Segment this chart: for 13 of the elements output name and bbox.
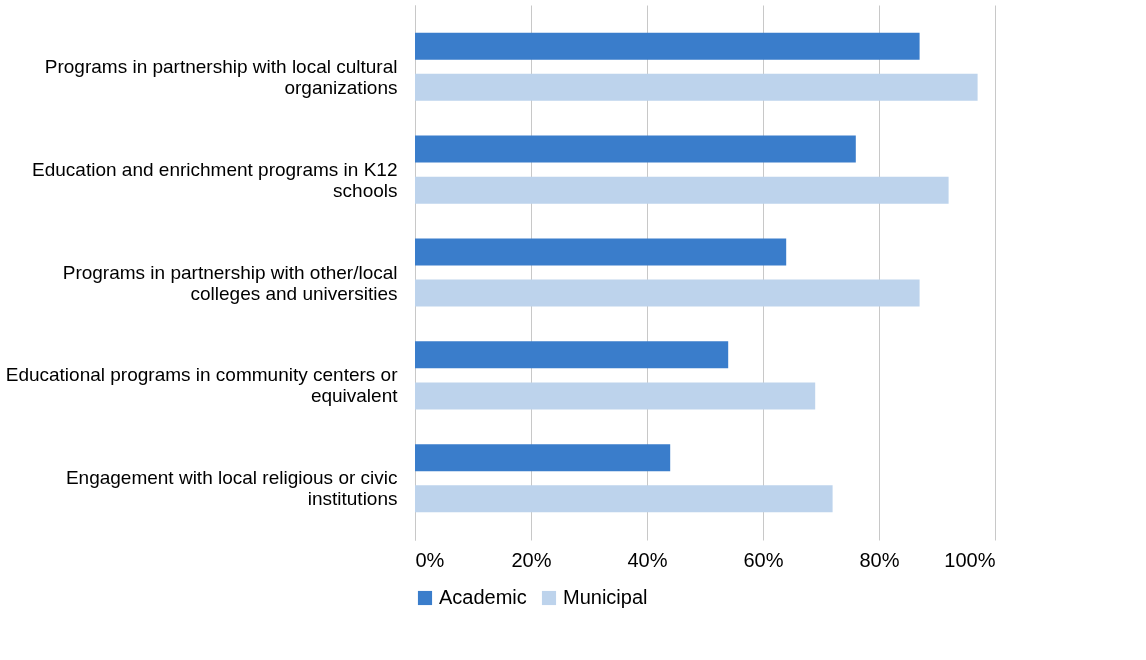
x-tick-label: 20% [511,548,552,571]
legend-label: Academic [439,586,527,608]
x-tick-label: 0% [415,548,445,571]
x-tick-label: 40% [627,548,668,571]
y-tick-label: Programs in partnership with other/local colleges and universities [62,261,398,304]
y-tick-label: Education and enrichment programs in K12 schools [32,158,398,201]
x-tick-label: 80% [859,548,900,571]
y-tick-label: Engagement with local religious or civic institutions [65,467,398,510]
y-tick-label: Educational programs in community centers or equivalent [5,364,399,407]
legend-label: Municipal [563,586,648,608]
x-tick-label: 60% [743,548,784,571]
y-tick-label: Programs in partnership with local cultural organizations [44,55,398,98]
x-tick-label: 100% [944,548,996,571]
